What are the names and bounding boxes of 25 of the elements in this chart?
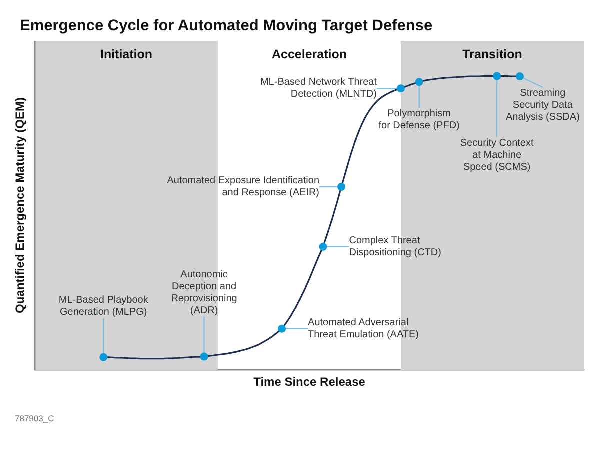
text: Automated Adversarial Threat Emulation (AATE) [308, 317, 420, 340]
chart-title: Emergence Cycle for Automated Moving Target Defense [20, 18, 433, 34]
text: Complex Threat Dispositioning (CTD) [349, 235, 442, 258]
x-axis-title: Time Since Release [254, 375, 366, 389]
point [338, 182, 346, 191]
point [516, 72, 524, 81]
text: Initiation [100, 48, 153, 62]
point [100, 353, 108, 362]
point [319, 242, 328, 251]
point [493, 72, 502, 80]
point [200, 352, 208, 361]
point [278, 324, 286, 333]
series-label: Streaming Security Data Analysis (SSDA) [506, 88, 580, 124]
point [415, 78, 424, 86]
text: Acceleration [272, 48, 348, 62]
text: ML-Based Network Threat Detection (MLNTD) [260, 77, 378, 100]
text: ML-Based Playbook Generation (MLPG) [58, 294, 150, 318]
y-axis-title: Quantified Emergence Maturity (QEM) [13, 97, 27, 314]
text: Autonomic Deception and Reprovisioning (ADR) [171, 269, 238, 316]
text: Polymorphism for Defense (PFD) [378, 108, 460, 132]
series-label: Automated Exposure Identification and Response (AEIR) [167, 175, 320, 198]
point [397, 84, 405, 93]
text: Security Context at Machine Speed (SCMS) [460, 138, 534, 173]
text: Transition [462, 48, 522, 62]
text: 787903_C [15, 414, 54, 424]
